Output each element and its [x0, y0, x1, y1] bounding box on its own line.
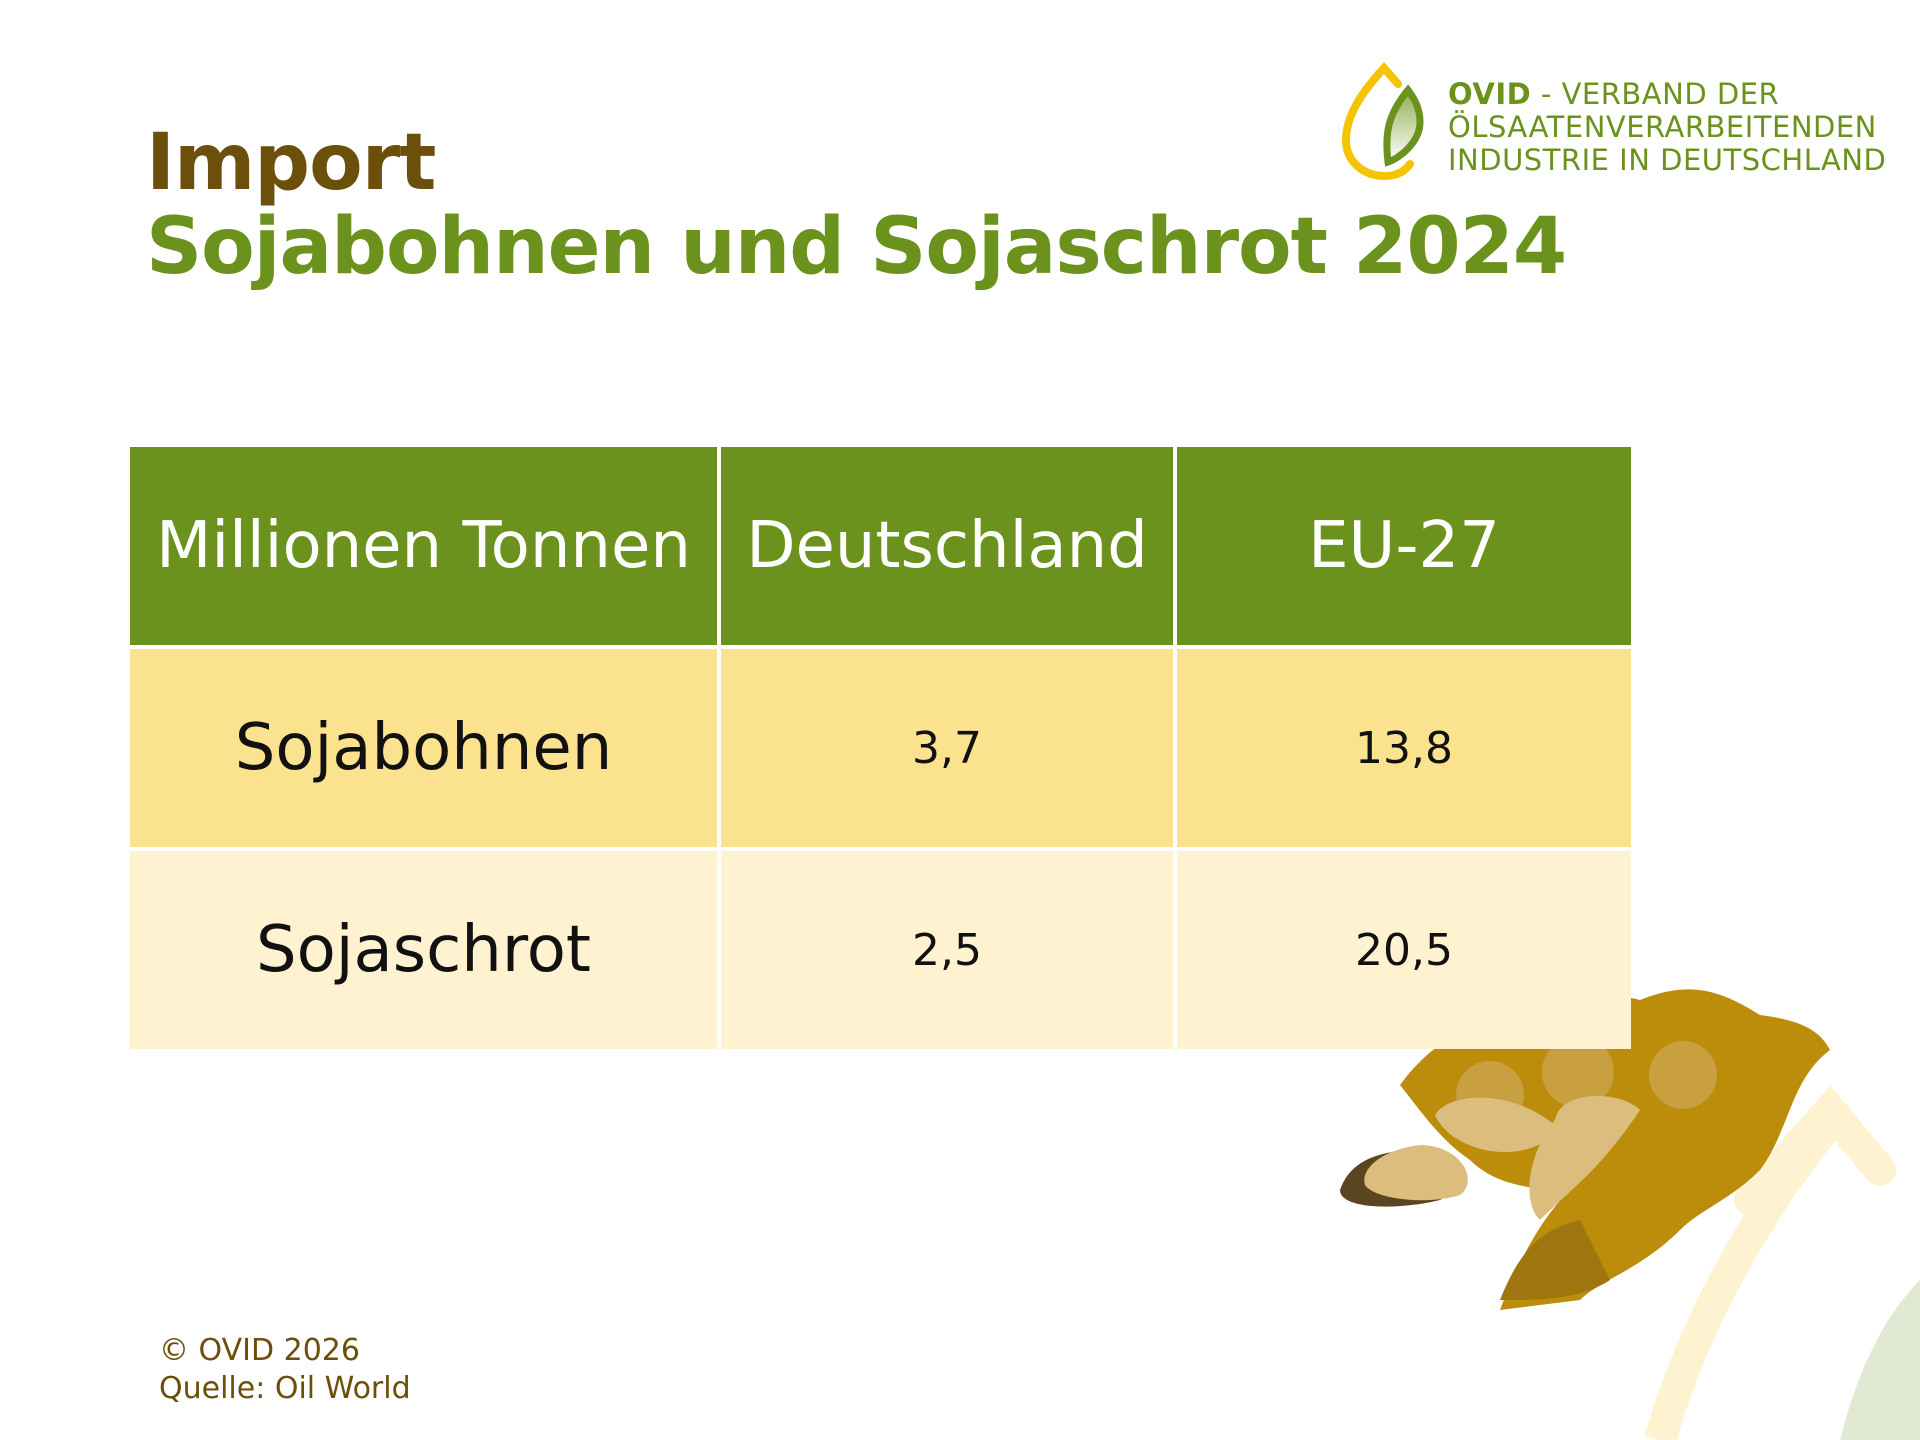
row-label: Sojaschrot: [130, 851, 721, 1049]
page-title: Import: [146, 118, 436, 208]
logo-brand: OVID: [1448, 77, 1532, 111]
oil-drop-leaf-icon: [1341, 62, 1424, 181]
table-row: Sojabohnen 3,7 13,8: [130, 649, 1631, 851]
page-subtitle: Sojabohnen und Sojaschrot 2024: [146, 202, 1567, 292]
column-header-eu27: EU-27: [1177, 447, 1631, 649]
table-row: Sojaschrot 2,5 20,5: [130, 851, 1631, 1049]
column-header-deutschland: Deutschland: [721, 447, 1177, 649]
logo-line1: - VERBAND DER: [1531, 77, 1780, 111]
footer: © OVID 2026 Quelle: Oil World: [159, 1332, 411, 1408]
logo-line2: ÖLSAATENVERARBEITENDEN: [1448, 110, 1877, 144]
import-table: Millionen Tonnen Deutschland EU-27 Sojab…: [130, 447, 1631, 1049]
cell-deutschland: 3,7: [721, 649, 1177, 851]
column-header-unit: Millionen Tonnen: [130, 447, 721, 649]
ovid-logo: OVID - VERBAND DER ÖLSAATENVERARBEITENDE…: [1340, 62, 1886, 182]
cell-eu27: 20,5: [1177, 851, 1631, 1049]
source: Quelle: Oil World: [159, 1371, 411, 1406]
row-label: Sojabohnen: [130, 649, 721, 851]
table-header-row: Millionen Tonnen Deutschland EU-27: [130, 447, 1631, 649]
cell-eu27: 13,8: [1177, 649, 1631, 851]
copyright: © OVID 2026: [159, 1333, 360, 1368]
logo-line3: INDUSTRIE IN DEUTSCHLAND: [1448, 143, 1887, 177]
cell-deutschland: 2,5: [721, 851, 1177, 1049]
